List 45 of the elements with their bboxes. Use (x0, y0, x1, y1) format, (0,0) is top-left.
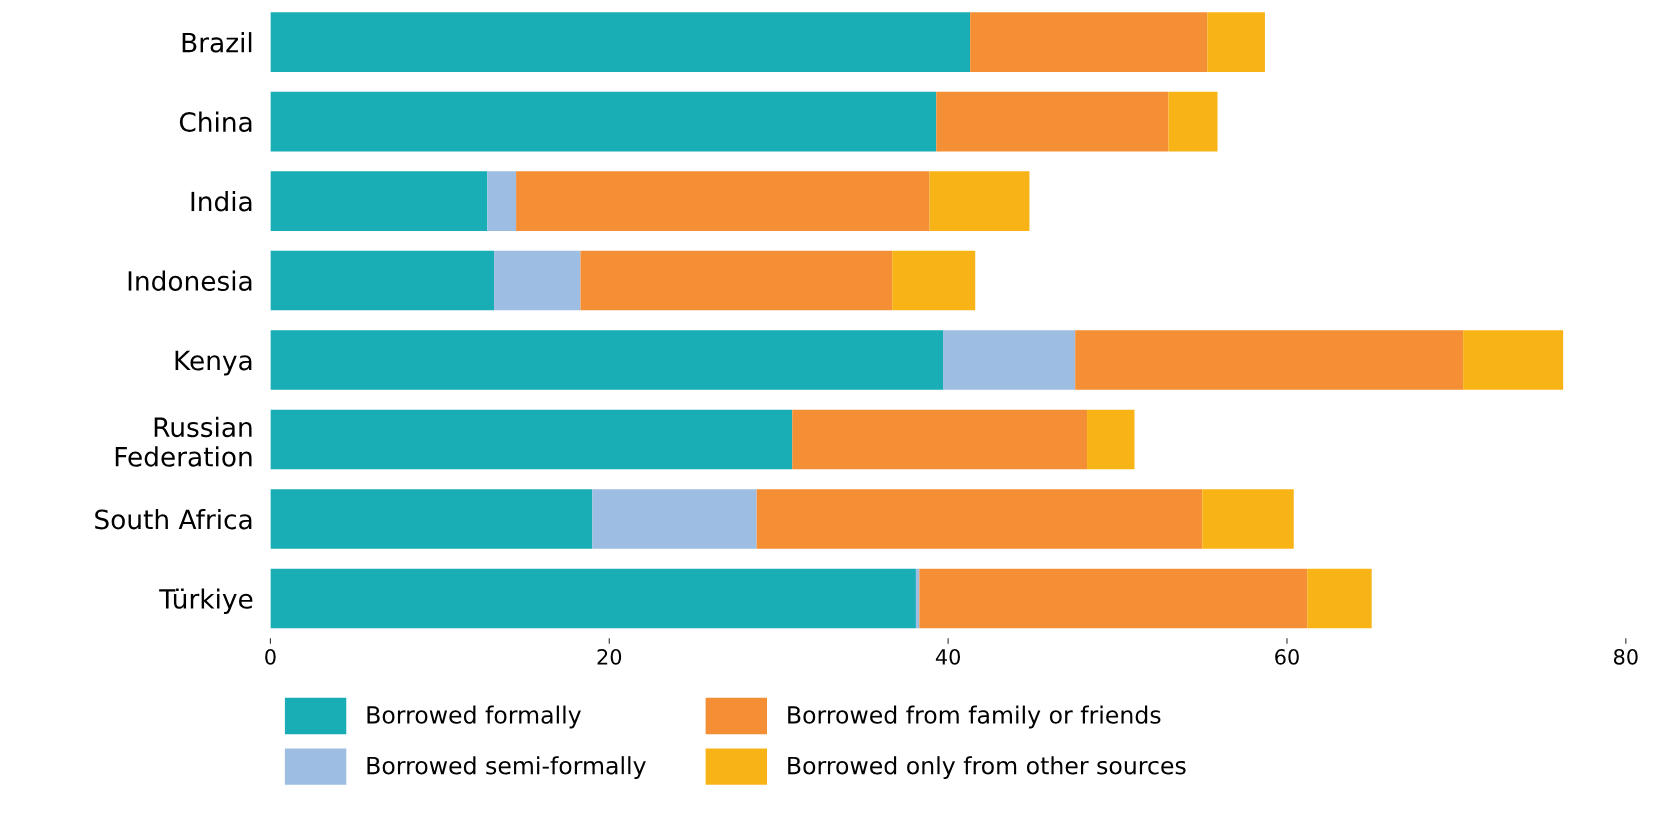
bar (270, 330, 944, 390)
legend-label: Borrowed semi-formally (367, 756, 646, 780)
bar (892, 250, 976, 311)
legend-label: Borrowed only from other sources (788, 756, 1186, 780)
y-tick-label: India (191, 191, 252, 212)
bar (270, 568, 916, 629)
bar (1202, 489, 1294, 549)
x-tick-label: 60 (1275, 648, 1299, 665)
bar (592, 489, 757, 549)
bar (270, 171, 488, 231)
bar (270, 250, 495, 311)
x-tick-label: 20 (597, 648, 622, 665)
y-tick-label: Brazil (182, 32, 252, 53)
y-tick-label: Kenya (175, 350, 252, 376)
bar (270, 489, 593, 549)
bar (1207, 12, 1265, 72)
x-tick-label: 40 (935, 648, 960, 665)
bar (494, 250, 581, 311)
bar (270, 409, 793, 470)
y-tick-label: Türkiye (159, 588, 253, 614)
legend-label: Borrowed formally (367, 705, 581, 729)
bar (270, 91, 937, 152)
legend-label: Borrowed from family or friends (788, 705, 1161, 729)
bar (1307, 568, 1372, 629)
bar (580, 250, 893, 311)
bar (929, 171, 1030, 231)
bar (936, 91, 1169, 152)
bar (1075, 330, 1464, 390)
bar (756, 489, 1203, 549)
bar (1087, 409, 1135, 470)
bar (919, 568, 1308, 629)
bar (792, 409, 1088, 470)
bar (516, 171, 930, 231)
bar (487, 171, 517, 231)
bar (270, 12, 971, 72)
bar (1463, 330, 1564, 390)
bar (943, 330, 1076, 390)
x-tick-label: 80 (1613, 648, 1638, 665)
y-tick-label: South Africa (95, 508, 252, 530)
y-tick-label: Indonesia (128, 270, 252, 291)
y-tick-label: Russian Federation (115, 416, 252, 467)
y-tick-label: China (179, 111, 252, 132)
bar (1168, 91, 1218, 152)
x-tick-label: 0 (265, 648, 276, 665)
bar (970, 12, 1208, 72)
